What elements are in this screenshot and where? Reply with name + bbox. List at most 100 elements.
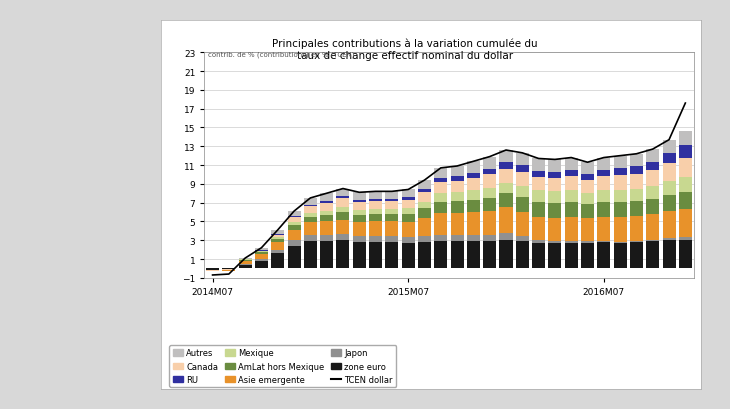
Bar [483, 188, 496, 198]
Bar [679, 193, 692, 210]
Bar [239, 265, 252, 269]
Bar [369, 243, 382, 269]
Bar [320, 235, 333, 242]
Text: contrib. de % (contributions) en % (TCEN): contrib. de % (contributions) en % (TCEN… [208, 51, 355, 58]
Bar [532, 191, 545, 202]
Bar [565, 191, 577, 202]
Bar [353, 193, 366, 200]
Bar [467, 179, 480, 191]
Bar [548, 192, 561, 203]
Bar [581, 204, 594, 218]
Bar [597, 217, 610, 242]
Bar [532, 243, 545, 269]
Bar [630, 166, 643, 174]
Bar [450, 182, 464, 193]
Bar [565, 170, 577, 177]
Bar [418, 190, 431, 193]
Bar [418, 193, 431, 202]
Bar [663, 196, 675, 211]
Bar [630, 216, 643, 242]
Bar [483, 157, 496, 169]
Bar [483, 242, 496, 269]
Bar [532, 178, 545, 191]
Bar [255, 251, 268, 252]
Bar [255, 253, 268, 255]
Bar [499, 208, 512, 233]
Bar [223, 269, 235, 272]
Bar [272, 250, 284, 254]
Bar [402, 243, 415, 269]
Bar [288, 240, 301, 246]
Bar [288, 223, 301, 226]
Bar [206, 271, 219, 272]
Bar [581, 194, 594, 204]
Bar [581, 163, 594, 174]
Bar [353, 202, 366, 211]
Bar [369, 222, 382, 236]
Bar [679, 178, 692, 193]
Bar [483, 175, 496, 188]
Bar [385, 210, 399, 214]
Bar [418, 236, 431, 243]
Bar [597, 242, 610, 243]
Bar [402, 214, 415, 223]
Bar [499, 194, 512, 208]
Bar [548, 179, 561, 192]
Bar [304, 213, 317, 217]
Bar [483, 235, 496, 242]
Bar [630, 242, 643, 243]
Bar [499, 184, 512, 194]
Bar [304, 198, 317, 205]
Bar [450, 213, 464, 235]
Bar [255, 248, 268, 250]
Bar [679, 158, 692, 178]
Bar [304, 223, 317, 235]
Bar [255, 250, 268, 251]
Bar [320, 201, 333, 203]
Bar [288, 217, 301, 223]
Bar [239, 258, 252, 259]
Bar [581, 174, 594, 181]
Bar [337, 197, 350, 198]
Bar [434, 202, 447, 213]
Bar [288, 216, 301, 217]
Bar [450, 166, 464, 177]
Bar [467, 242, 480, 269]
Bar [206, 269, 219, 272]
Bar [369, 214, 382, 222]
Bar [288, 226, 301, 230]
Bar [516, 237, 529, 242]
Bar [646, 214, 659, 240]
Bar [483, 198, 496, 211]
Bar [597, 170, 610, 177]
Bar [614, 156, 626, 169]
Bar [385, 201, 399, 210]
Bar [646, 163, 659, 170]
Bar [255, 261, 268, 269]
Bar [223, 271, 235, 272]
Bar [272, 238, 284, 240]
Bar [581, 181, 594, 194]
Bar [418, 181, 431, 190]
Bar [679, 238, 692, 240]
Bar [434, 213, 447, 235]
Bar [581, 242, 594, 243]
Bar [663, 239, 675, 240]
Bar [402, 223, 415, 238]
Bar [565, 158, 577, 170]
Bar [353, 243, 366, 269]
Bar [499, 163, 512, 169]
Bar [450, 242, 464, 269]
Bar [614, 191, 626, 202]
Bar [320, 215, 333, 222]
Bar [663, 164, 675, 182]
Bar [548, 172, 561, 179]
Bar [402, 200, 415, 209]
Bar [483, 169, 496, 175]
Bar [369, 201, 382, 210]
Bar [385, 243, 399, 269]
Bar [353, 211, 366, 215]
Bar [402, 198, 415, 200]
Bar [255, 255, 268, 259]
Bar [337, 208, 350, 213]
